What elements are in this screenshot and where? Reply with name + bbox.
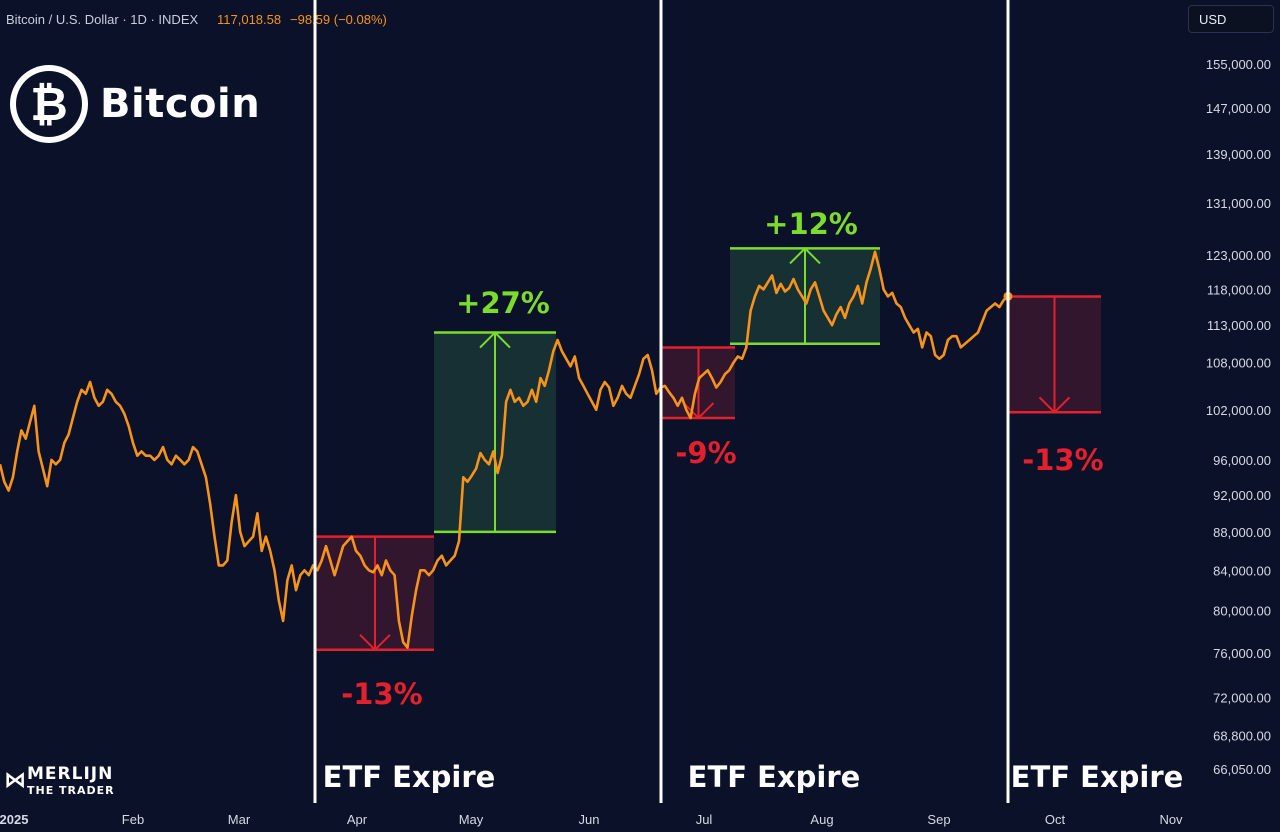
range-arrow-head [1038,396,1071,414]
brand-name: Bitcoin [100,81,261,127]
y-tick-label: 102,000.00 [1206,403,1271,418]
y-tick-label: 113,000.00 [1207,318,1271,333]
etf-expire-label: ETF Expire [688,760,861,794]
last-price: 117,018.58 [217,12,281,27]
x-tick-label: Aug [810,812,833,827]
range-percent-label: -13% [1022,443,1103,477]
y-tick-label: 76,000.00 [1213,646,1271,661]
x-tick-label: Feb [122,812,144,827]
watermark-text: MERLIJN THE TRADER [27,764,115,797]
currency-label: USD [1199,11,1227,27]
range-percent-label: -13% [341,677,422,711]
watermark-line1: MERLIJN [27,764,114,784]
x-tick-label: Apr [347,812,368,827]
range-percent-label: +27% [456,286,550,320]
y-tick-label: 80,000.00 [1213,604,1271,619]
x-tick-label: Oct [1045,812,1066,827]
price-change: −98.59 (−0.08%) [290,12,387,27]
bitcoin-glyph: ₿ [16,71,82,137]
range-arrow-head [479,331,511,349]
etf-expire-label: ETF Expire [323,760,496,794]
etf-expire-label: ETF Expire [1011,760,1184,794]
x-tick-label: Mar [228,812,251,827]
bitcoin-logo-icon: ₿ [10,65,88,143]
price-line [0,250,1009,649]
y-tick-label: 118,000.00 [1207,282,1271,297]
range-arrow-head [789,247,821,265]
x-tick-label: 2025 [0,812,28,827]
y-tick-label: 88,000.00 [1213,525,1271,540]
y-tick-label: 155,000.00 [1206,57,1271,72]
y-tick-label: 131,000.00 [1206,196,1271,211]
watermark: ⋈ MERLIJN THE TRADER [4,764,115,797]
y-tick-label: 123,000.00 [1206,248,1271,263]
range-percent-label: +12% [764,207,858,241]
currency-button[interactable]: USD [1188,5,1274,33]
y-tick-label: 68,800.00 [1213,728,1271,743]
y-tick-label: 147,000.00 [1206,101,1271,116]
range-arrow-head [682,402,715,420]
y-tick-label: 72,000.00 [1213,691,1271,706]
y-tick-label: 108,000.00 [1206,356,1271,371]
range-percent-label: -9% [675,436,736,470]
y-tick-label: 92,000.00 [1213,488,1271,503]
symbol-title: Bitcoin / U.S. Dollar · 1D · INDEX [6,12,198,27]
watermark-line2: THE TRADER [27,784,115,797]
y-tick-label: 84,000.00 [1213,563,1271,578]
y-tick-label: 96,000.00 [1213,453,1271,468]
y-tick-label: 139,000.00 [1206,147,1271,162]
x-tick-label: Nov [1159,812,1183,827]
x-tick-label: May [459,812,484,827]
y-tick-label: 66,050.00 [1213,762,1271,777]
range-arrow-head [359,634,391,652]
x-tick-label: Jun [579,812,600,827]
x-tick-label: Sep [927,812,950,827]
brand-logo-block: ₿ Bitcoin [10,65,260,143]
merlijn-logo-icon: ⋈ [4,768,26,793]
x-tick-label: Jul [696,812,713,827]
